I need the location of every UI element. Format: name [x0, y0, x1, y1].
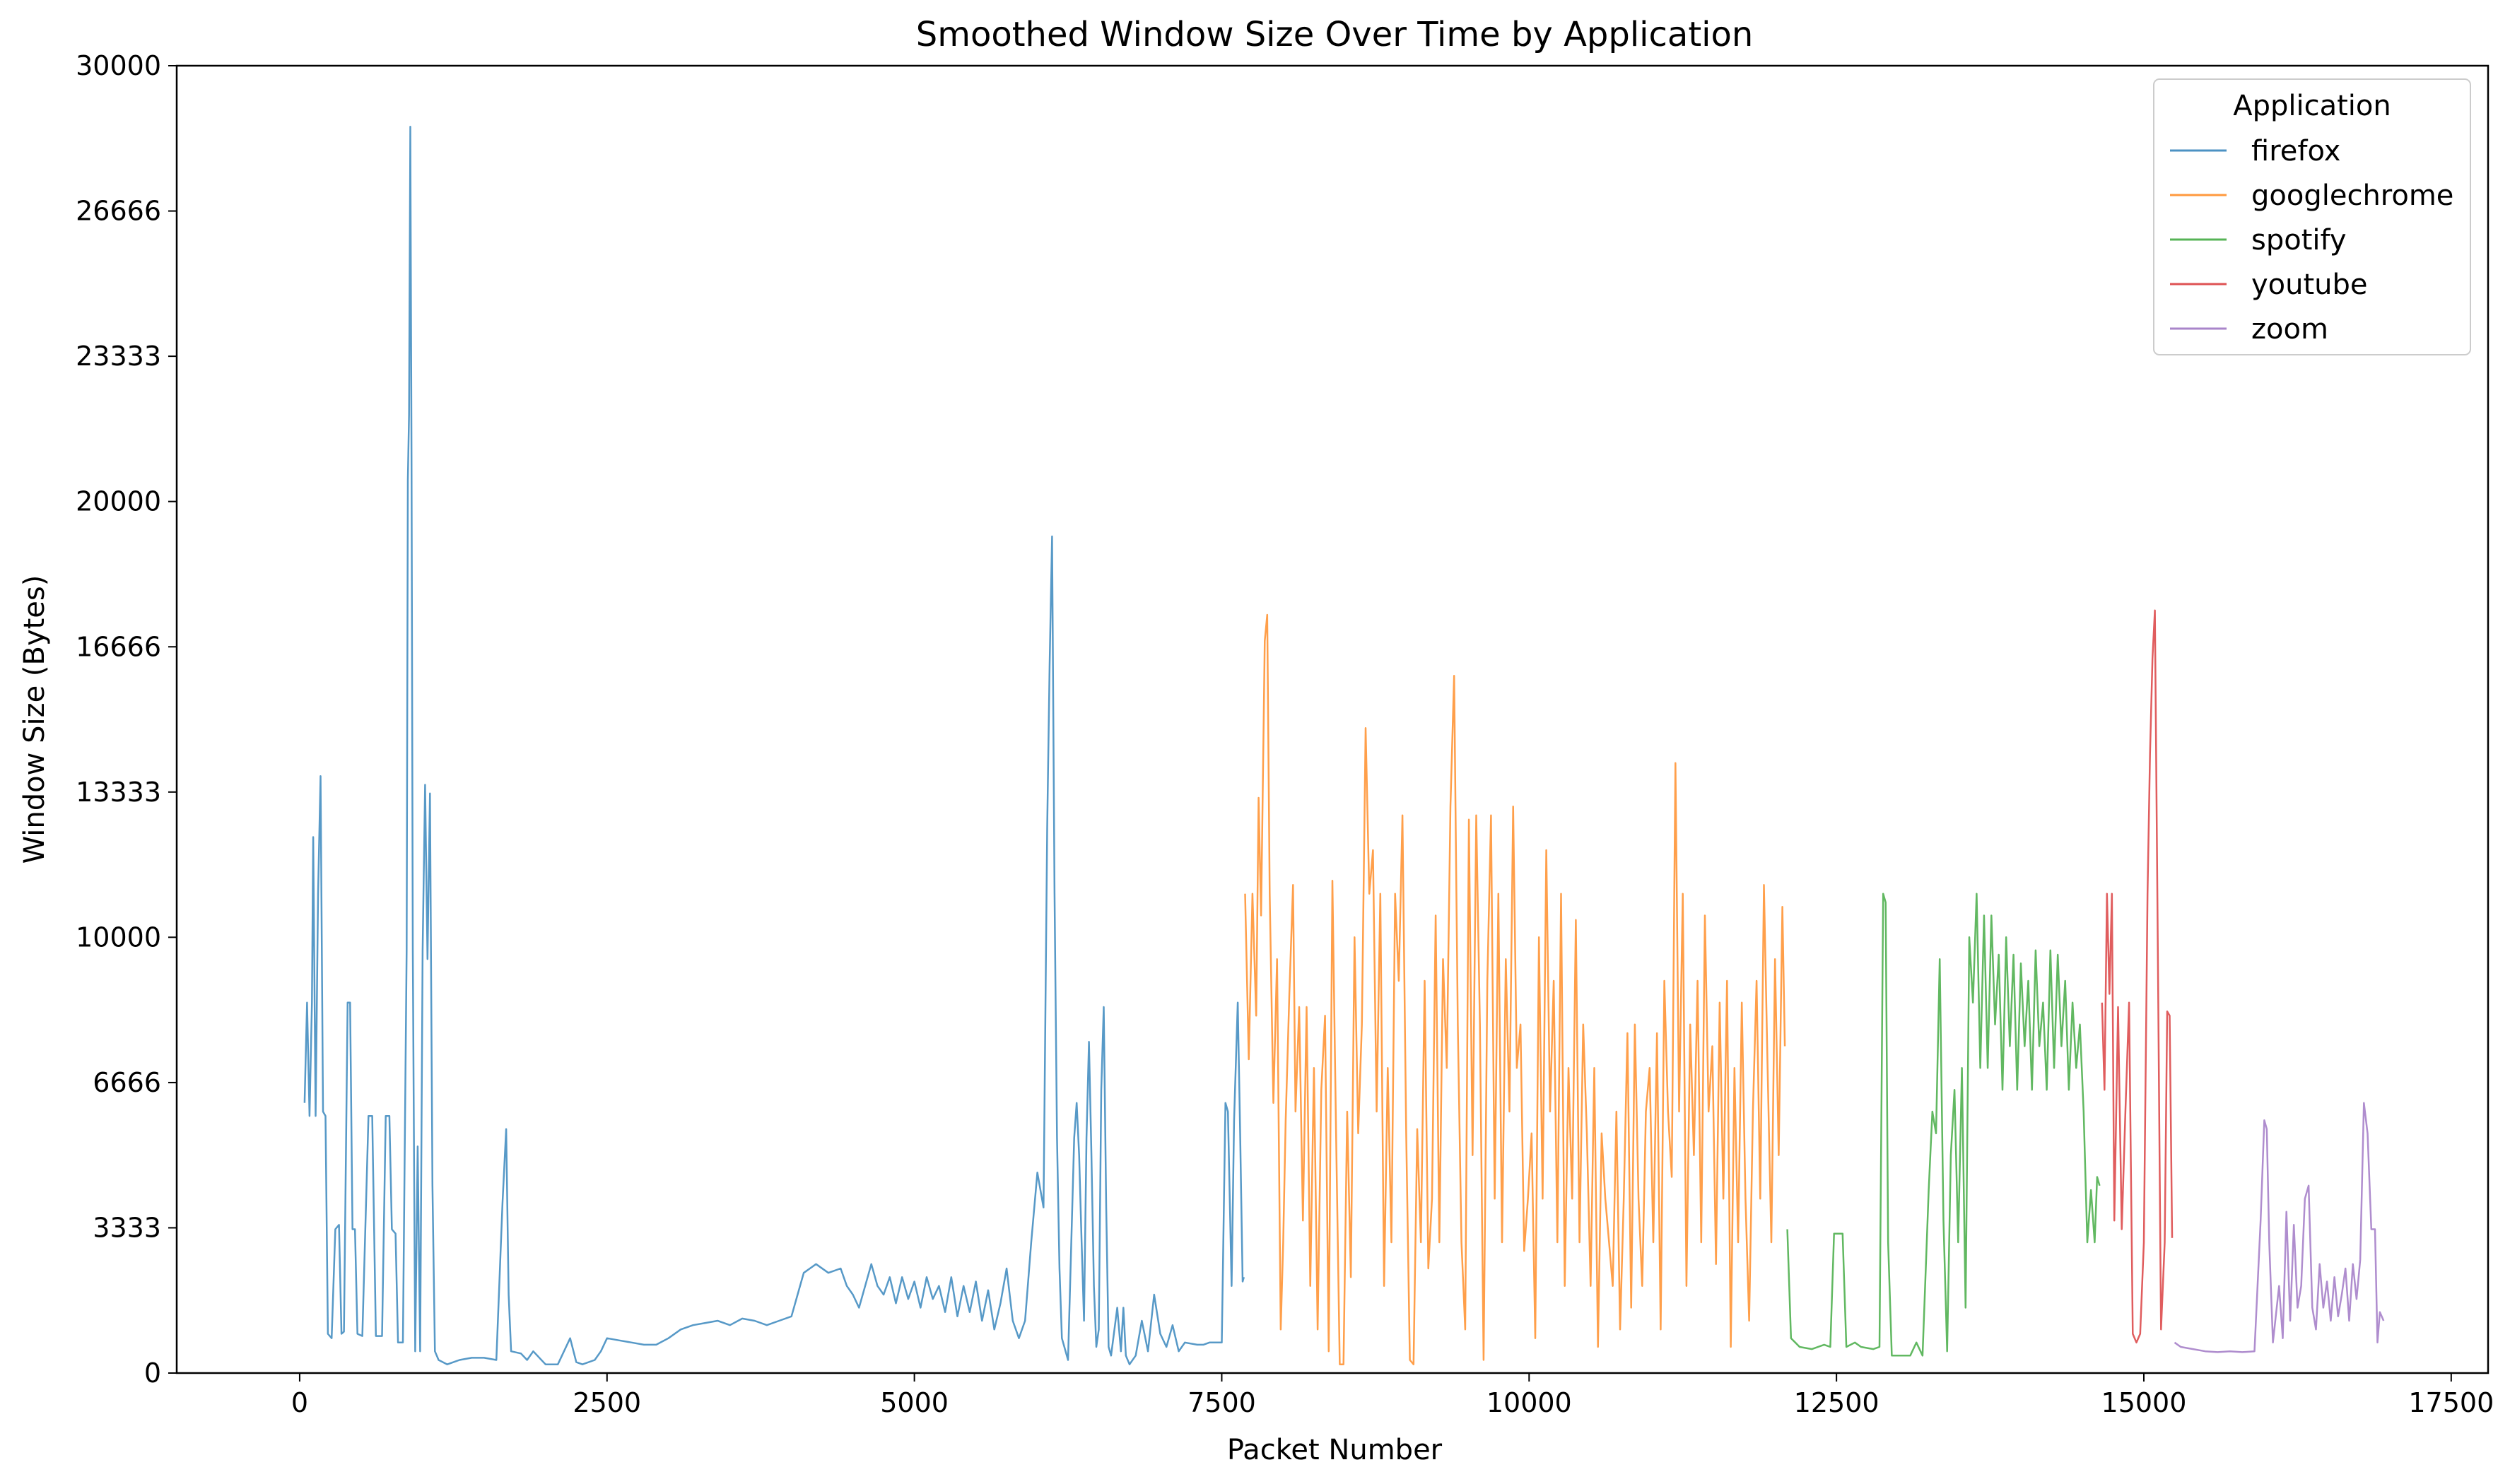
- legend-label-spotify: spotify: [2251, 224, 2347, 257]
- legend-label-zoom: zoom: [2251, 313, 2328, 346]
- x-axis-label: Packet Number: [1227, 1434, 1443, 1466]
- plot-area: [303, 126, 2385, 1365]
- y-tick-label: 30000: [76, 50, 161, 81]
- x-tick-label: 17500: [2408, 1387, 2494, 1418]
- x-tick-label: 12500: [1794, 1387, 1879, 1418]
- y-tick-label: 13333: [76, 777, 161, 808]
- legend-box: [2153, 78, 2471, 355]
- legend-label-googlechrome: googlechrome: [2251, 179, 2453, 212]
- series-group: [303, 126, 2385, 1365]
- chart-title: Smoothed Window Size Over Time by Applic…: [916, 15, 1754, 54]
- y-tick-label: 26666: [76, 196, 161, 227]
- x-tick-label: 7500: [1187, 1387, 1256, 1418]
- x-axis: 0 2500 5000 7500 10000 12500 15000 17500: [291, 1373, 2494, 1418]
- y-axis-label: Window Size (Bytes): [18, 575, 51, 864]
- series-line-zoom: [2174, 1102, 2385, 1353]
- x-tick-label: 15000: [2101, 1387, 2187, 1418]
- series-line-firefox: [303, 126, 1245, 1365]
- legend-label-firefox: firefox: [2251, 135, 2340, 167]
- series-line-youtube: [2101, 609, 2174, 1344]
- legend-label-youtube: youtube: [2251, 269, 2368, 301]
- x-tick-label: 0: [291, 1387, 308, 1418]
- y-tick-label: 6666: [93, 1067, 161, 1098]
- legend: Application firefox googlechrome spotify yo…: [2153, 78, 2471, 355]
- y-tick-label: 16666: [76, 631, 161, 662]
- y-tick-label: 20000: [76, 486, 161, 517]
- y-axis: 0 3333 6666 10000 13333 16666 20000 23333 26666 3…: [76, 50, 177, 1389]
- legend-items: firefox googlechrome spotify youtube zoom: [2170, 135, 2453, 346]
- x-tick-label: 2500: [573, 1387, 641, 1418]
- y-tick-label: 3333: [93, 1212, 161, 1243]
- series-line-googlechrome: [1244, 613, 1786, 1365]
- y-tick-label: 0: [144, 1358, 161, 1389]
- plot-frame: [175, 64, 2490, 1374]
- legend-title: Application: [2233, 90, 2391, 122]
- y-tick-label: 23333: [76, 341, 161, 372]
- series-line-spotify: [1786, 893, 2101, 1357]
- x-tick-label: 5000: [880, 1387, 949, 1418]
- x-tick-label: 10000: [1486, 1387, 1572, 1418]
- y-tick-label: 10000: [76, 921, 161, 953]
